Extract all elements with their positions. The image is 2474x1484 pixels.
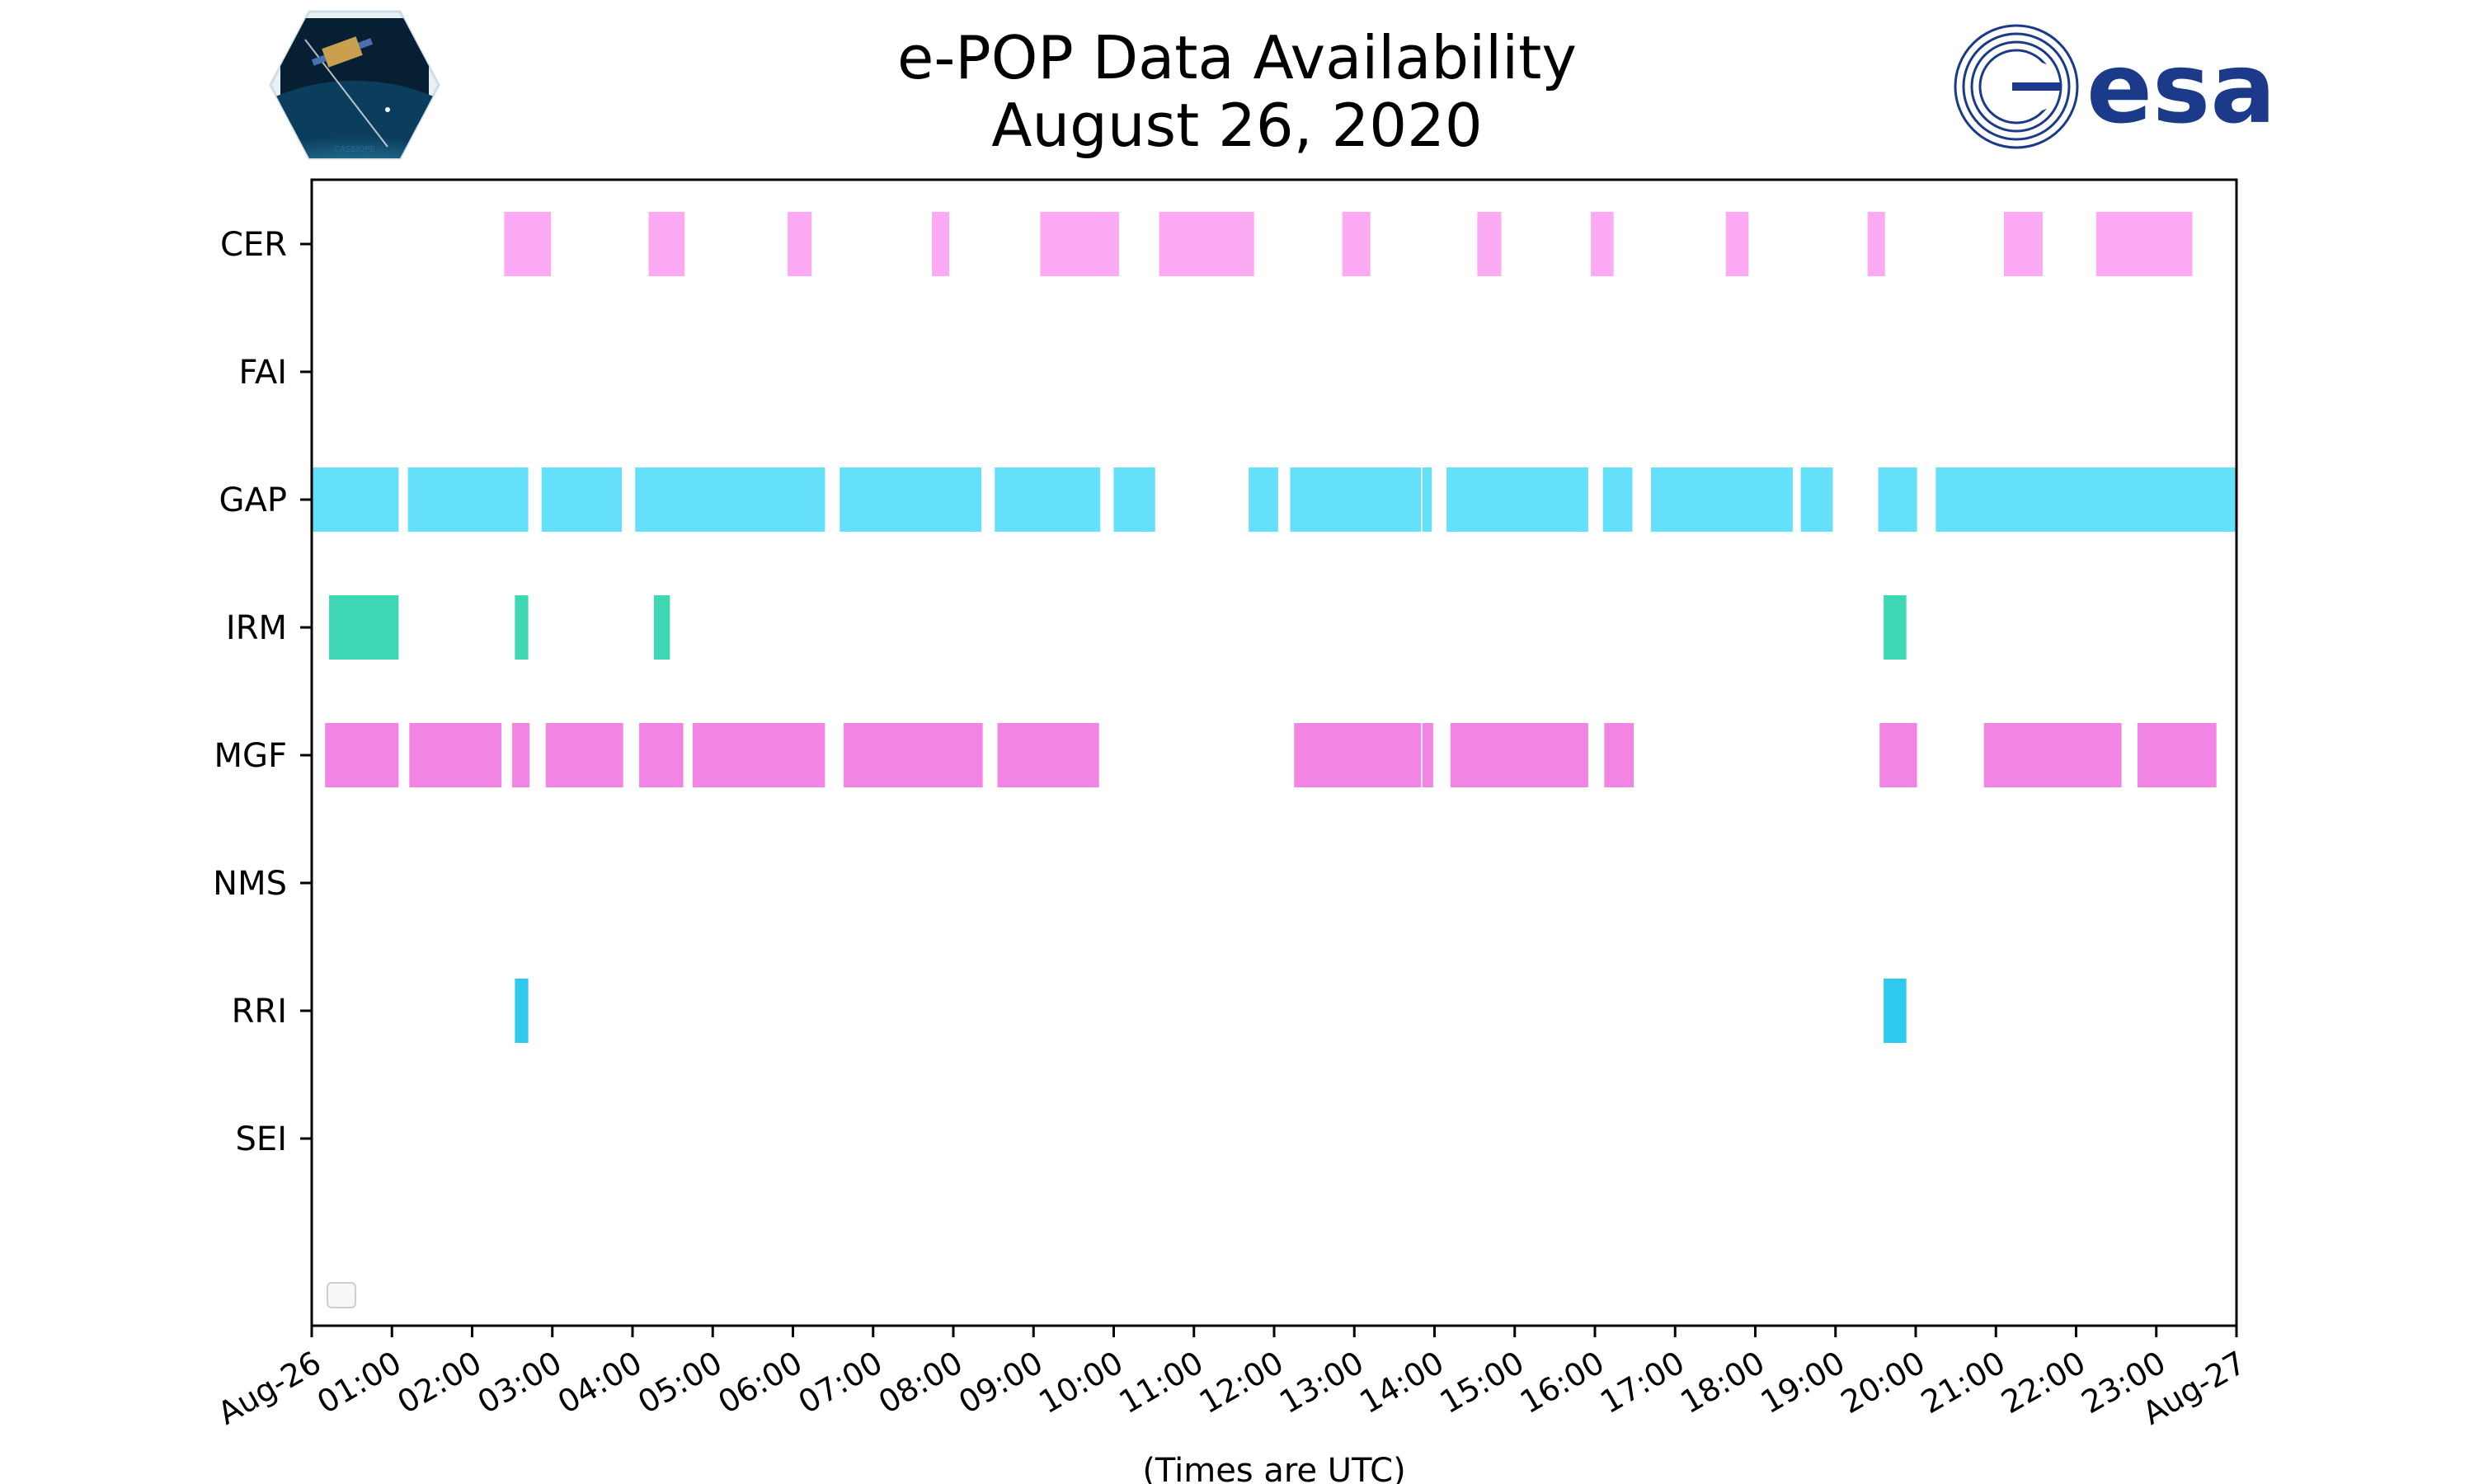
x-tick-label: 13:00 — [1273, 1344, 1370, 1421]
bar-cer-0 — [504, 212, 552, 276]
x-tick-label: 02:00 — [391, 1344, 487, 1421]
chart-title: e-POP Data Availability — [897, 23, 1577, 92]
x-tick-label: 08:00 — [872, 1344, 969, 1421]
x-tick-label: 22:00 — [1995, 1344, 2091, 1421]
bar-gap-4 — [840, 467, 982, 532]
x-tick-label: 11:00 — [1113, 1344, 1210, 1421]
legend-box — [327, 1282, 356, 1308]
bar-layer — [312, 212, 2236, 1043]
y-tick-label-nms: NMS — [213, 865, 287, 903]
y-tick-label-irm: IRM — [226, 609, 287, 647]
bar-cer-8 — [1591, 212, 1614, 276]
bar-gap-2 — [541, 467, 623, 532]
bar-mgf-10 — [1450, 723, 1588, 787]
bar-gap-6 — [1113, 467, 1155, 532]
x-tick-label: 19:00 — [1755, 1344, 1851, 1421]
bar-gap-0 — [312, 467, 399, 532]
bar-gap-8 — [1290, 467, 1422, 532]
y-tick-label-rri: RRI — [232, 993, 287, 1031]
bar-mgf-2 — [512, 723, 530, 787]
x-tick-label: 10:00 — [1032, 1344, 1129, 1421]
bar-mgf-1 — [409, 723, 502, 787]
bar-mgf-14 — [2138, 723, 2217, 787]
x-tick-label: 16:00 — [1514, 1344, 1611, 1421]
y-tick-label-gap: GAP — [219, 481, 287, 519]
x-tick-label: 05:00 — [632, 1344, 728, 1421]
bar-mgf-6 — [844, 723, 983, 787]
x-tick-label: 01:00 — [311, 1344, 407, 1421]
bar-gap-14 — [1878, 467, 1917, 532]
x-tick-label: 04:00 — [552, 1344, 648, 1421]
bar-rri-1 — [1884, 979, 1907, 1043]
bar-irm-3 — [1884, 595, 1907, 660]
y-tick-label-fai: FAI — [239, 354, 288, 392]
bar-rri-0 — [515, 979, 529, 1043]
x-tick-label: 03:00 — [472, 1344, 568, 1421]
bar-gap-5 — [995, 467, 1101, 532]
bar-gap-13 — [1800, 467, 1833, 532]
logo-right-text: esa — [2086, 31, 2276, 145]
chart-subtitle: August 26, 2020 — [991, 91, 1483, 160]
bar-mgf-13 — [1983, 723, 2122, 787]
bar-gap-3 — [635, 467, 825, 532]
bar-cer-3 — [932, 212, 950, 276]
x-tick-label: 07:00 — [793, 1344, 889, 1421]
bar-mgf-9 — [1422, 723, 1433, 787]
bar-gap-7 — [1249, 467, 1278, 532]
bar-mgf-4 — [639, 723, 684, 787]
bar-irm-0 — [329, 595, 399, 660]
bar-cer-7 — [1477, 212, 1502, 276]
x-tick-label: 21:00 — [1915, 1344, 2011, 1421]
bar-gap-11 — [1602, 467, 1633, 532]
bar-mgf-11 — [1604, 723, 1634, 787]
bar-cer-10 — [1867, 212, 1885, 276]
bar-mgf-7 — [997, 723, 1099, 787]
x-tick-label: 17:00 — [1594, 1344, 1691, 1421]
bar-cer-11 — [2003, 212, 2043, 276]
bar-cer-4 — [1040, 212, 1119, 276]
y-axis: CER FAI GAP IRM MGF NMS RRI SEI — [213, 226, 312, 1158]
bar-mgf-5 — [692, 723, 825, 787]
x-tick-label: 20:00 — [1835, 1344, 1931, 1421]
x-tick-label: 12:00 — [1193, 1344, 1290, 1421]
bar-gap-12 — [1651, 467, 1793, 532]
cassiope-mission-logo: CASSIOPE — [269, 10, 440, 160]
bar-mgf-0 — [325, 723, 399, 787]
bar-cer-2 — [788, 212, 812, 276]
bar-gap-15 — [1935, 467, 2236, 532]
bar-gap-1 — [407, 467, 529, 532]
x-tick-label: 09:00 — [952, 1344, 1049, 1421]
bar-gap-9 — [1422, 467, 1432, 532]
y-tick-label-mgf: MGF — [214, 737, 287, 775]
bar-irm-2 — [653, 595, 670, 660]
bar-mgf-12 — [1879, 723, 1917, 787]
bar-mgf-8 — [1294, 723, 1422, 787]
x-tick-label: Aug-26 — [212, 1344, 327, 1431]
bar-cer-9 — [1725, 212, 1749, 276]
logo-left-text: CASSIOPE — [334, 145, 375, 154]
x-tick-label: 14:00 — [1353, 1344, 1450, 1421]
y-tick-label-sei: SEI — [236, 1120, 287, 1158]
x-axis: Aug-2601:0002:0003:0004:0005:0006:0007:0… — [212, 1326, 2252, 1432]
x-axis-label: (Times are UTC) — [1142, 1452, 1405, 1484]
bar-cer-12 — [2095, 212, 2193, 276]
esa-logo: esa — [1954, 24, 2276, 149]
bar-mgf-3 — [545, 723, 623, 787]
bar-irm-1 — [515, 595, 529, 660]
bar-gap-10 — [1446, 467, 1588, 532]
x-tick-label: 15:00 — [1434, 1344, 1531, 1421]
bar-cer-5 — [1159, 212, 1254, 276]
y-tick-label-cer: CER — [220, 226, 287, 264]
x-tick-label: 18:00 — [1674, 1344, 1771, 1421]
x-tick-label: 06:00 — [712, 1344, 808, 1421]
bar-cer-6 — [1342, 212, 1371, 276]
bar-cer-1 — [648, 212, 685, 276]
